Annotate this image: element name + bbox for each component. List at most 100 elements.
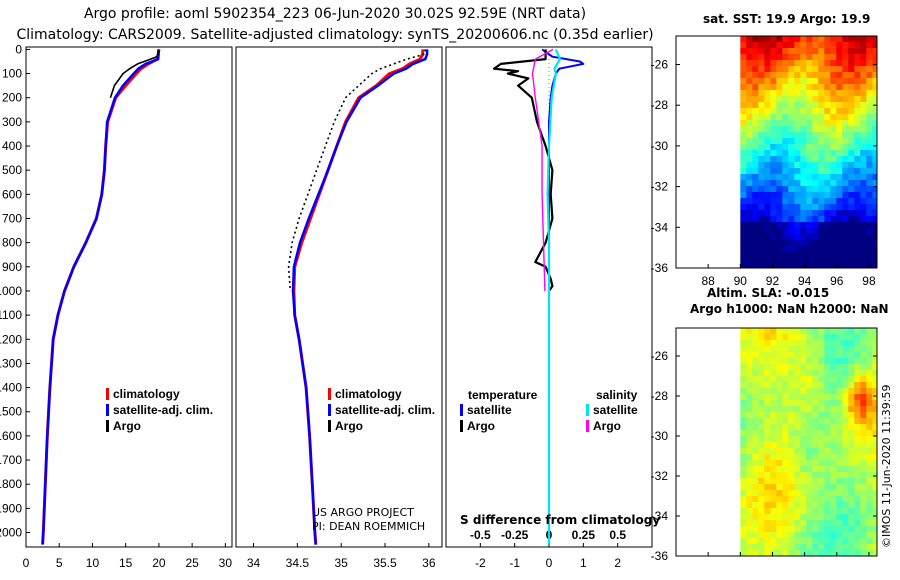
heatmap-cell bbox=[854, 156, 861, 163]
heatmap-cell bbox=[818, 460, 825, 467]
heatmap-cell bbox=[752, 156, 759, 163]
heatmap-cell bbox=[830, 102, 837, 109]
heatmap-cell bbox=[866, 84, 873, 91]
heatmap-cell bbox=[764, 66, 771, 73]
heatmap-cell bbox=[740, 234, 747, 241]
heatmap-cell bbox=[740, 252, 747, 259]
heatmap-cell bbox=[854, 370, 861, 377]
heatmap-cell bbox=[812, 36, 819, 43]
heatmap-cell bbox=[782, 418, 789, 425]
heatmap-cell bbox=[854, 264, 861, 269]
heatmap-cell bbox=[758, 240, 765, 247]
heatmap-cell bbox=[770, 234, 777, 241]
heatmap-cell bbox=[752, 340, 759, 347]
heatmap-cell bbox=[812, 346, 819, 353]
heatmap-cell bbox=[842, 460, 849, 467]
heatmap-cell bbox=[848, 406, 855, 413]
heatmap-cell bbox=[872, 550, 878, 557]
heatmap-cell bbox=[788, 334, 795, 341]
heatmap-cell bbox=[758, 72, 765, 79]
heatmap-cell bbox=[794, 394, 801, 401]
heatmap-cell bbox=[764, 466, 771, 473]
heatmap-cell bbox=[788, 240, 795, 247]
heatmap-cell bbox=[848, 132, 855, 139]
heatmap-cell bbox=[806, 102, 813, 109]
heatmap-cell bbox=[860, 216, 867, 223]
heatmap-cell bbox=[860, 490, 867, 497]
heatmap-cell bbox=[746, 120, 753, 127]
heatmap-cell bbox=[860, 466, 867, 473]
heatmap-cell bbox=[764, 544, 771, 551]
legend-label: climatology bbox=[335, 387, 402, 401]
heatmap-cell bbox=[836, 472, 843, 479]
heatmap-cell bbox=[848, 466, 855, 473]
heatmap-cell bbox=[758, 246, 765, 253]
heatmap-cell bbox=[854, 96, 861, 103]
heatmap-cell bbox=[824, 216, 831, 223]
heatmap-cell bbox=[806, 180, 813, 187]
difference-panel: -2-1012-0.5-0.2500.250.5temperaturesalin… bbox=[445, 46, 653, 570]
heatmap-cell bbox=[752, 352, 759, 359]
heatmap-cell bbox=[776, 168, 783, 175]
heatmap-cell bbox=[812, 60, 819, 67]
heatmap-cell bbox=[752, 484, 759, 491]
sla-map-title-2: Argo h1000: NaN h2000: NaN bbox=[690, 302, 889, 316]
heatmap-cell bbox=[812, 108, 819, 115]
heatmap-cell bbox=[824, 424, 831, 431]
heatmap-cell bbox=[788, 502, 795, 509]
heatmap-cell bbox=[866, 388, 873, 395]
heatmap-cell bbox=[764, 448, 771, 455]
heatmap-cell bbox=[740, 186, 747, 193]
heatmap-cell bbox=[830, 460, 837, 467]
heatmap-cell bbox=[854, 150, 861, 157]
heatmap-cell bbox=[836, 526, 843, 533]
heatmap-cell bbox=[812, 460, 819, 467]
heatmap-cell bbox=[812, 538, 819, 545]
heatmap-cell bbox=[794, 472, 801, 479]
heatmap-cell bbox=[794, 364, 801, 371]
heatmap-cell bbox=[800, 72, 807, 79]
heatmap-cell bbox=[842, 174, 849, 181]
heatmap-cell bbox=[812, 514, 819, 521]
heatmap-cell bbox=[764, 204, 771, 211]
heatmap-cell bbox=[824, 54, 831, 61]
heatmap-cell bbox=[854, 454, 861, 461]
heatmap-cell bbox=[842, 370, 849, 377]
heatmap-cell bbox=[854, 216, 861, 223]
heatmap-cell bbox=[848, 114, 855, 121]
heatmap-cell bbox=[770, 436, 777, 443]
heatmap-cell bbox=[806, 478, 813, 485]
heatmap-cell bbox=[740, 264, 747, 269]
heatmap-cell bbox=[818, 514, 825, 521]
heatmap-cell bbox=[800, 54, 807, 61]
heatmap-cell bbox=[806, 340, 813, 347]
heatmap-cell bbox=[812, 162, 819, 169]
heatmap-cell bbox=[782, 258, 789, 265]
heatmap-cell bbox=[764, 102, 771, 109]
heatmap-cell bbox=[794, 478, 801, 485]
heatmap-cell bbox=[806, 550, 813, 557]
heatmap-cell bbox=[848, 84, 855, 91]
heatmap-cell bbox=[836, 222, 843, 229]
heatmap-cell bbox=[782, 78, 789, 85]
heatmap-cell bbox=[776, 108, 783, 115]
heatmap-cell bbox=[782, 382, 789, 389]
heatmap-cell bbox=[758, 496, 765, 503]
heatmap-cell bbox=[764, 240, 771, 247]
heatmap-cell bbox=[752, 496, 759, 503]
heatmap-cell bbox=[848, 382, 855, 389]
lon-tick-label: 88 bbox=[701, 274, 715, 288]
heatmap-cell bbox=[860, 180, 867, 187]
heatmap-cell bbox=[812, 502, 819, 509]
heatmap-cell bbox=[758, 520, 765, 527]
heatmap-cell bbox=[854, 532, 861, 539]
heatmap-cell bbox=[746, 346, 753, 353]
heatmap-cell bbox=[824, 382, 831, 389]
heatmap-cell bbox=[794, 448, 801, 455]
heatmap-cell bbox=[788, 448, 795, 455]
heatmap-cell bbox=[872, 436, 878, 443]
heatmap-cell bbox=[848, 258, 855, 265]
heatmap-cell bbox=[866, 186, 873, 193]
heatmap-cell bbox=[800, 84, 807, 91]
heatmap-cell bbox=[776, 406, 783, 413]
